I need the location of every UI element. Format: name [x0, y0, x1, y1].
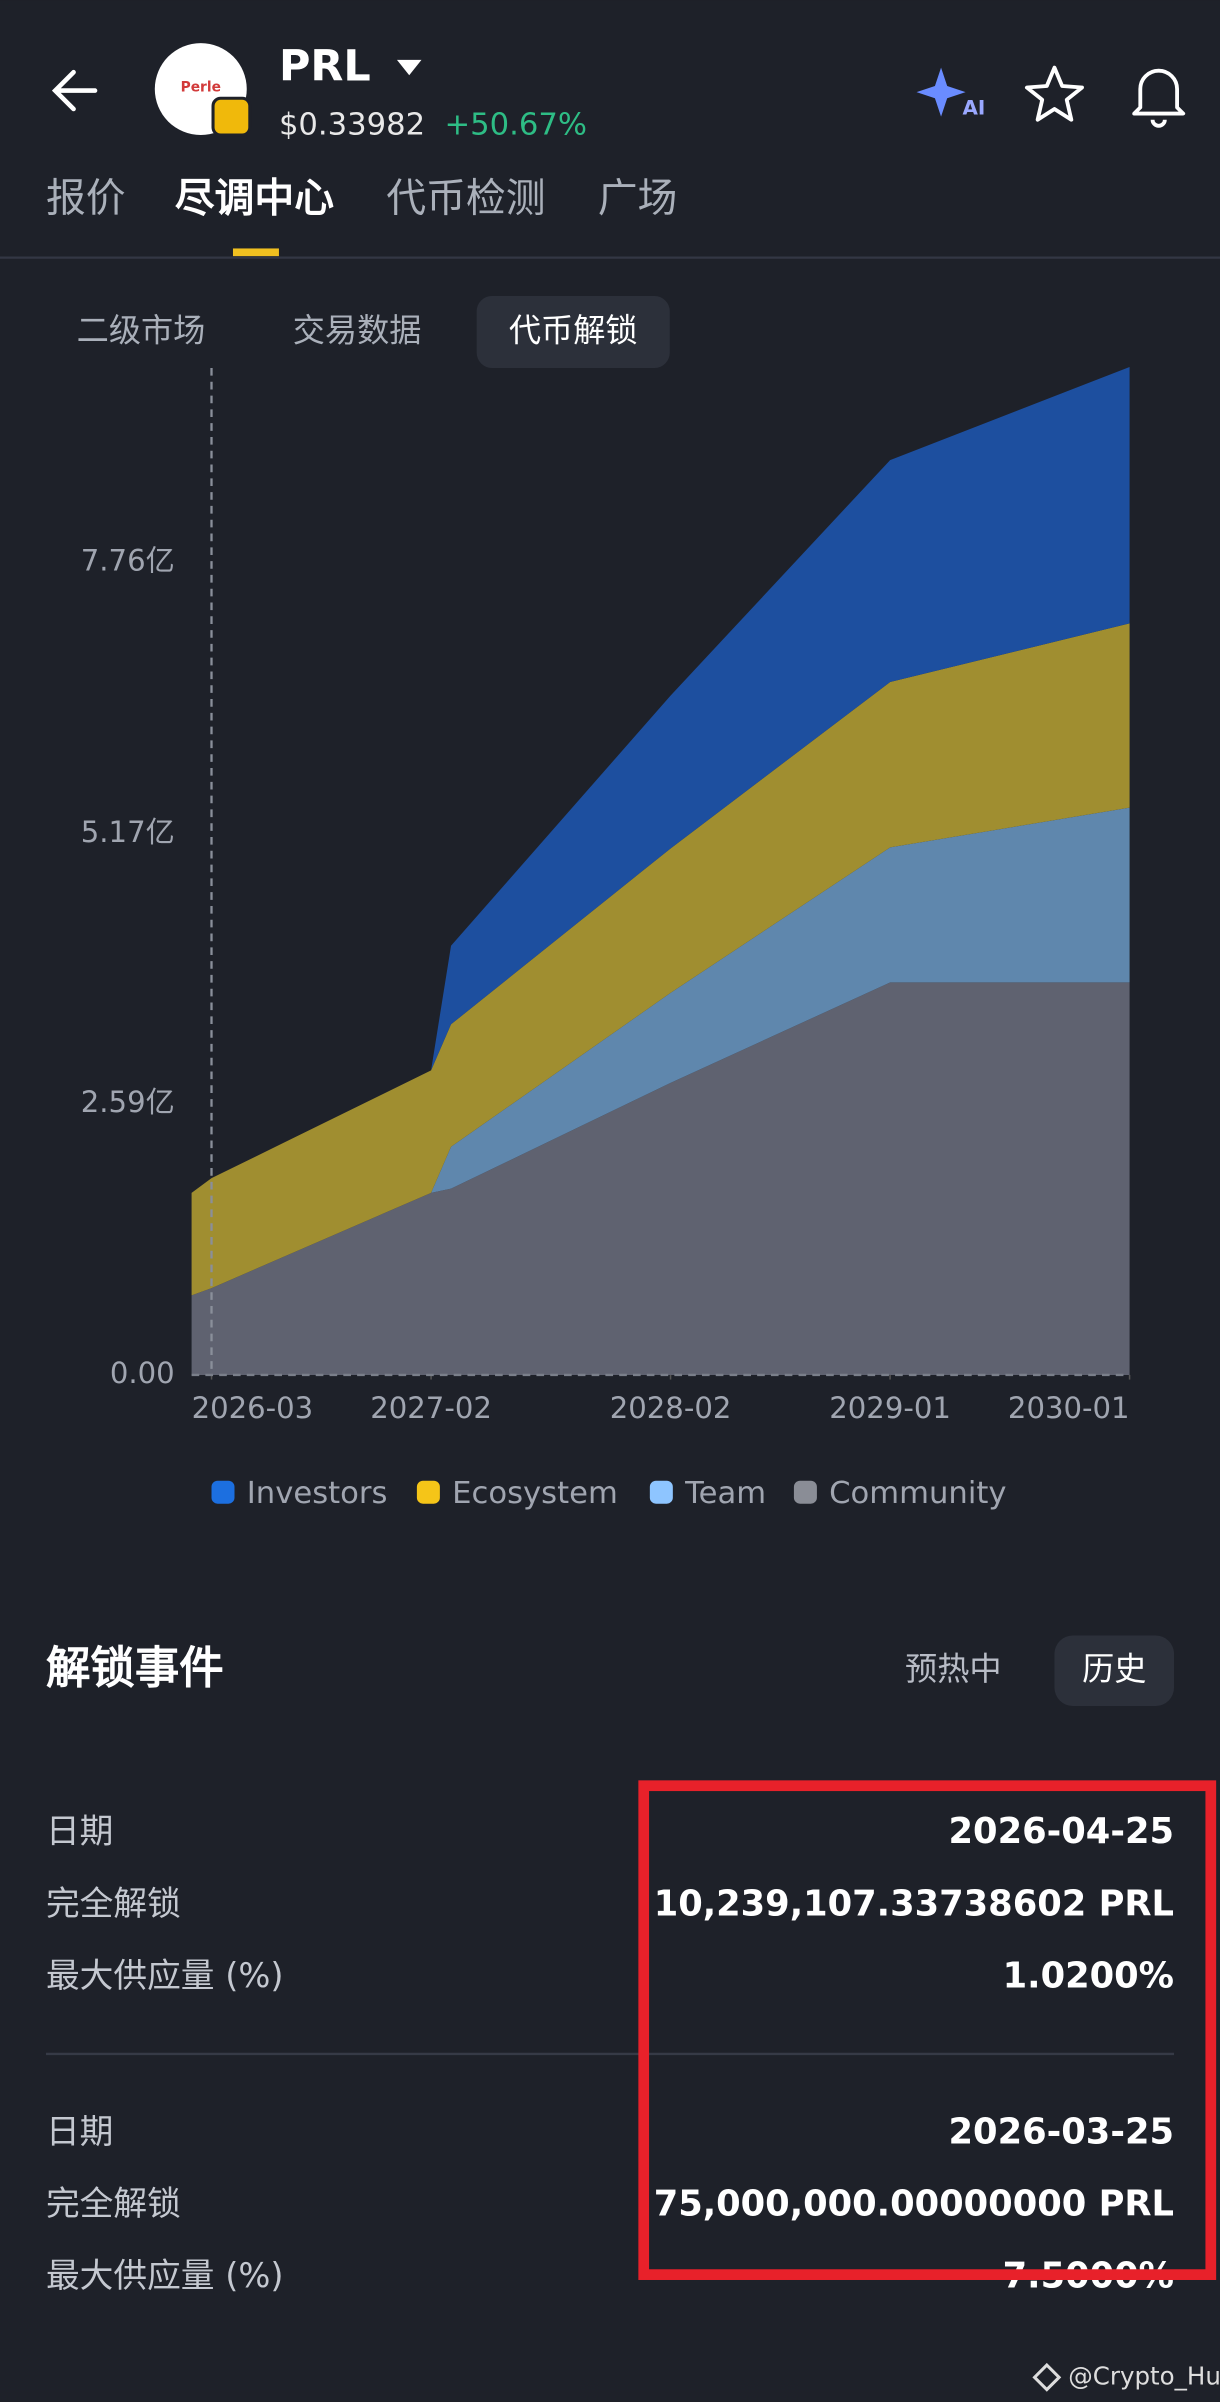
active-subtab-pill — [476, 295, 670, 368]
favorite-icon[interactable] — [1024, 65, 1084, 122]
x-tick-label: 2030-01 — [1008, 1391, 1130, 1425]
notification-icon[interactable] — [1132, 68, 1186, 128]
event-value: 2026-04-25 — [949, 1811, 1174, 1852]
legend-swatch — [649, 1480, 673, 1504]
price-change: +50.67% — [444, 107, 587, 142]
ai-icon[interactable] — [916, 67, 966, 117]
area — [191, 623, 1130, 1296]
tab-bar: 报价 尽调中心 代币检测 广场 — [46, 175, 677, 221]
event-value: 2026-03-25 — [949, 2112, 1174, 2153]
subtab-bar: 二级市场 交易数据 代币解锁 — [77, 312, 638, 350]
y-tick-label: 5.17亿 — [81, 815, 175, 849]
area — [191, 982, 1130, 1375]
event-label: 完全解锁 — [46, 2184, 181, 2223]
token-symbol: PRL — [279, 42, 371, 92]
event-label: 最大供应量 (%) — [46, 1956, 284, 1995]
legend-swatch — [416, 1480, 440, 1504]
event-label: 日期 — [46, 2112, 113, 2151]
tab[interactable]: 报价 — [46, 175, 126, 221]
x-tick-label: 2029-01 — [829, 1391, 951, 1425]
legend-label: Ecosystem — [452, 1476, 618, 1511]
chain-badge — [211, 96, 252, 137]
price: $0.33982 — [279, 107, 425, 142]
unlock-chart: 0.00 2.59亿 5.17亿 7.76亿 2026-03 2027-02 2028-02… — [81, 366, 1131, 1511]
event-label: 日期 — [46, 1812, 113, 1851]
watermark-icon — [1032, 2362, 1062, 2392]
tab[interactable]: 尽调中心 — [175, 175, 334, 221]
tab[interactable]: 广场 — [598, 175, 678, 221]
ai-label: AI — [963, 96, 986, 119]
legend-swatch — [211, 1480, 235, 1504]
x-tick-label: 2028-02 — [610, 1391, 732, 1425]
events-title: 解锁事件 — [46, 1643, 224, 1694]
event-list: 日期 2026-04-25 完全解锁 10,239,107.33738602 PRL 最… — [46, 1811, 1174, 2296]
area — [191, 366, 1130, 1193]
legend-label: Investors — [247, 1476, 388, 1511]
filter-history-pill[interactable] — [1054, 1635, 1175, 1707]
event-value: 1.0200% — [1003, 1955, 1174, 1996]
legend-label: Team — [684, 1476, 766, 1511]
filter-upcoming[interactable]: 预热中 — [905, 1650, 1002, 1688]
x-tick-label: 2026-03 — [192, 1391, 314, 1425]
watermark: @Crypto_Hu — [1068, 2361, 1220, 2390]
event-label: 最大供应量 (%) — [46, 2256, 284, 2295]
subtab[interactable]: 交易数据 — [293, 312, 422, 350]
x-tick-label: 2027-02 — [370, 1391, 492, 1425]
legend-label: Community — [829, 1476, 1006, 1511]
y-tick-label: 0.00 — [110, 1356, 175, 1390]
legend-swatch — [793, 1480, 817, 1504]
highlight-box — [638, 1780, 1217, 2280]
subtab[interactable]: 代币解锁 — [509, 312, 638, 350]
logo-text: Perle — [181, 80, 221, 96]
event-value: 10,239,107.33738602 PRL — [654, 1883, 1174, 1924]
y-tick-label: 2.59亿 — [81, 1085, 175, 1119]
dropdown-caret[interactable] — [396, 59, 422, 76]
subtab[interactable]: 二级市场 — [77, 312, 206, 350]
back-button[interactable] — [51, 69, 98, 112]
event-label: 完全解锁 — [46, 1884, 181, 1923]
y-tick-label: 7.76亿 — [81, 544, 175, 578]
active-tab-indicator — [232, 248, 279, 257]
filter-history[interactable]: 历史 — [1082, 1650, 1146, 1688]
tab[interactable]: 代币检测 — [386, 175, 545, 221]
area — [191, 807, 1130, 1296]
event-value: 75,000,000.00000000 PRL — [654, 2184, 1174, 2225]
